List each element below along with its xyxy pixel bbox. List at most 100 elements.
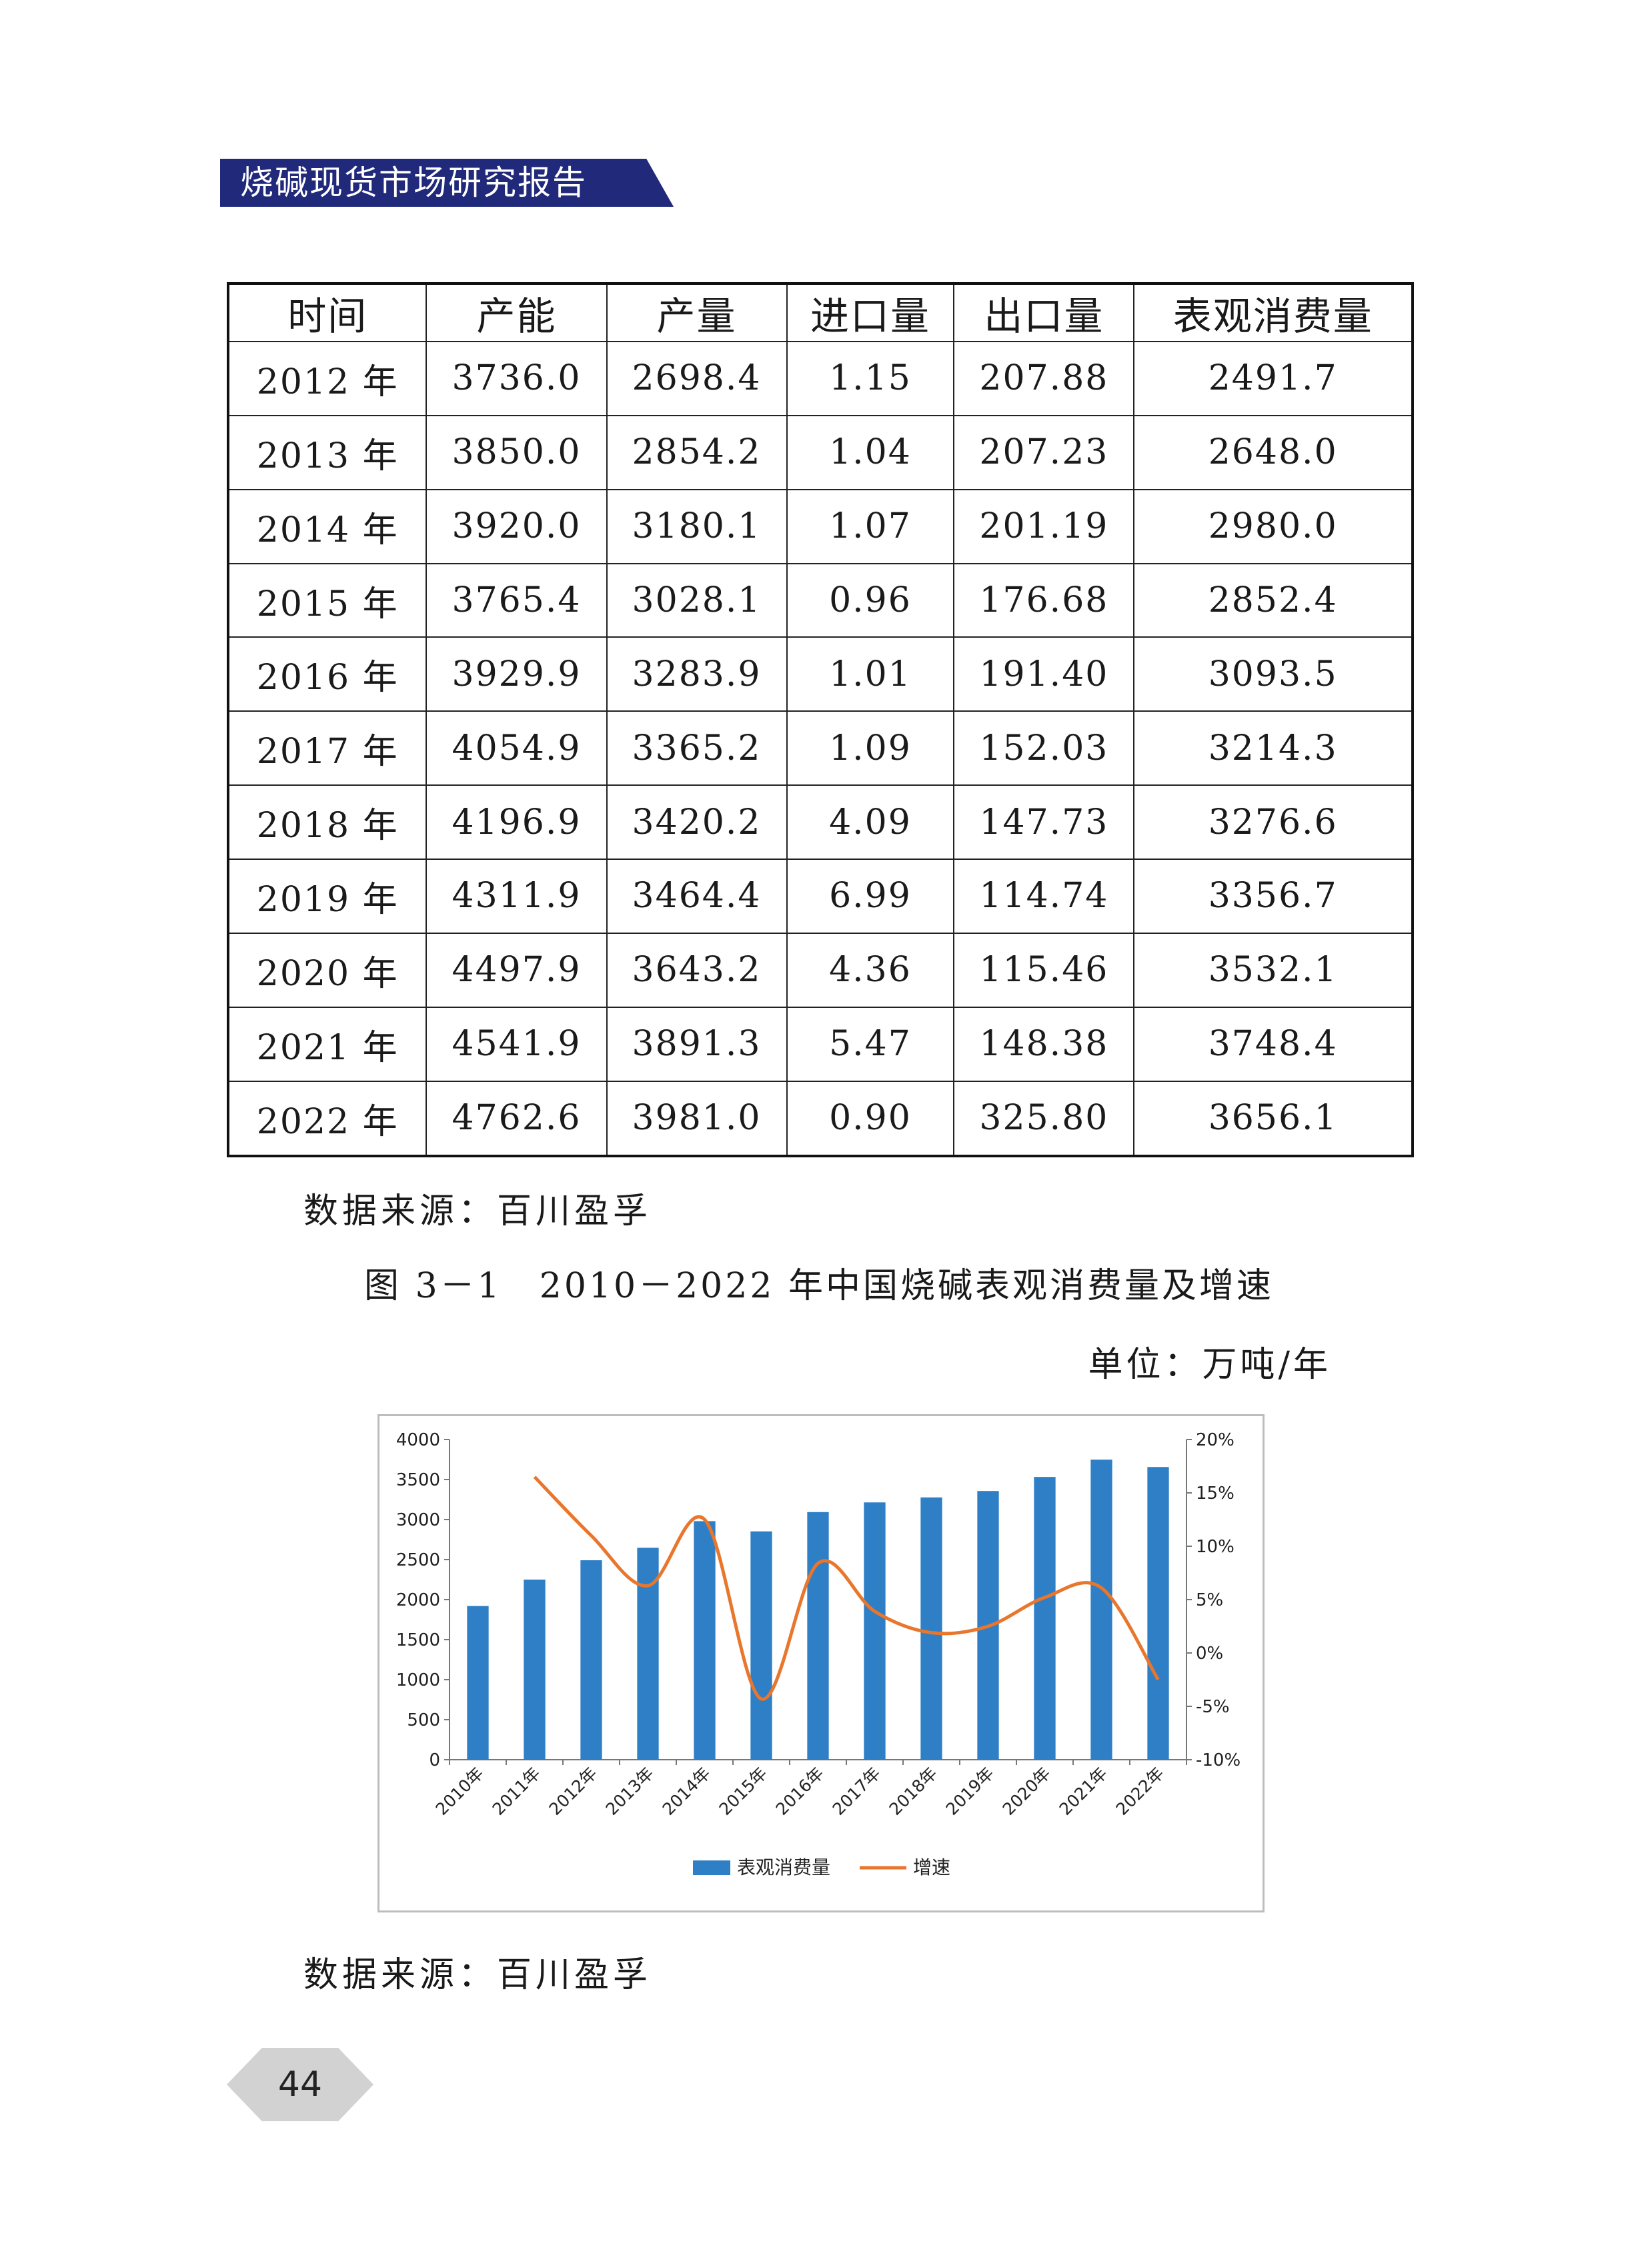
left-tick-label: 500 [407,1710,440,1730]
table-cell: 3891.3 [606,1006,788,1082]
table-cell: 1.01 [786,636,955,712]
unit-label: 单位：万吨/年 [1088,1345,1331,1385]
table-cell: 3356.7 [1133,859,1413,934]
table-cell: 2017 年 [227,710,428,786]
table-cell: 4196.9 [426,784,608,861]
table-cell: 4497.9 [426,932,608,1008]
legend-swatch-consumption [693,1860,730,1875]
table-cell: 0.90 [786,1080,955,1157]
table-cell: 2015 年 [227,562,428,638]
table-cell: 2019 年 [227,859,428,934]
table-cell: 5.47 [786,1006,955,1082]
table-cell: 4762.6 [426,1080,608,1157]
table-cell: 4054.9 [426,710,608,786]
table-cell: 3929.9 [426,636,608,712]
table-cell: 115.46 [953,932,1135,1008]
bar-consumption [580,1560,602,1760]
table-cell: 1.15 [786,341,955,416]
table-cell: 3464.4 [606,859,788,934]
left-tick-label: 0 [429,1750,440,1770]
table-cell: 191.40 [953,636,1135,712]
right-tick-label: 15% [1196,1484,1235,1504]
chart-svg: 0 500 1000 1500 2000 2500 3000 3500 4000 -10% -5% 0… [396,1430,1241,1878]
data-source-note: 数据来源：百川盈孚 [303,1191,652,1231]
table-row: 2017 年 4054.9 3365.2 1.09 152.03 3214.3 [227,710,1413,786]
x-category-label: 2012年 [546,1764,601,1819]
table-cell: 3532.1 [1133,932,1413,1008]
table-cell: 4.09 [786,784,955,861]
bar-consumption [864,1502,886,1760]
table-row: 2020 年 4497.9 3643.2 4.36 115.46 3532.1 [227,932,1413,1008]
table-cell: 2698.4 [606,341,788,416]
table-cell: 3748.4 [1133,1006,1413,1082]
x-category-label: 2017年 [829,1764,884,1819]
table-cell: 2852.4 [1133,562,1413,638]
left-tick-label: 1000 [396,1670,440,1690]
figure-title: 图 3－1 2010－2022 年中国烧碱表观消费量及增速 [364,1266,1274,1306]
left-tick-label: 4000 [396,1430,440,1450]
table-cell: 0.96 [786,562,955,638]
table-cell: 2980.0 [1133,488,1413,564]
left-tick-label: 3000 [396,1510,440,1530]
x-category-label: 2020年 [999,1764,1054,1819]
table-row: 2016 年 3929.9 3283.9 1.01 191.40 3093.5 [227,636,1413,712]
x-category-label: 2019年 [942,1764,998,1819]
table-body: 2012 年 3736.0 2698.4 1.15 207.88 2491.7 2013 年… [227,341,1413,1157]
table-cell: 2021 年 [227,1006,428,1082]
table-cell: 2013 年 [227,414,428,490]
right-tick-label: -5% [1196,1697,1230,1717]
table-cell: 1.09 [786,710,955,786]
table-cell: 3093.5 [1133,636,1413,712]
bar-consumption [1034,1477,1056,1760]
right-tick-label: 10% [1196,1537,1235,1557]
table-cell: 207.23 [953,414,1135,490]
right-tick-label: 0% [1196,1644,1223,1664]
bar-consumption [807,1512,829,1760]
table-cell: 1.07 [786,488,955,564]
table-header-cell: 产能 [426,283,608,342]
table-cell: 2022 年 [227,1080,428,1157]
legend-label-growth: 增速 [913,1856,950,1878]
x-category-label: 2011年 [489,1764,544,1819]
table-header-cell: 表观消费量 [1133,283,1413,342]
x-category-label: 2021年 [1056,1764,1111,1819]
table-cell: 4541.9 [426,1006,608,1082]
table-row: 2012 年 3736.0 2698.4 1.15 207.88 2491.7 [227,341,1413,416]
table-cell: 152.03 [953,710,1135,786]
table-row: 2021 年 4541.9 3891.3 5.47 148.38 3748.4 [227,1006,1413,1082]
x-category-label: 2013年 [602,1764,658,1819]
table-cell: 2016 年 [227,636,428,712]
table-cell: 2020 年 [227,932,428,1008]
x-category-label: 2015年 [716,1764,771,1819]
table-cell: 207.88 [953,341,1135,416]
table-row: 2022 年 4762.6 3981.0 0.90 325.80 3656.1 [227,1080,1413,1157]
table-cell: 201.19 [953,488,1135,564]
left-tick-label: 3500 [396,1470,440,1490]
table-cell: 3365.2 [606,710,788,786]
table-cell: 3420.2 [606,784,788,861]
table-cell: 2018 年 [227,784,428,861]
right-tick-label: 20% [1196,1430,1235,1450]
bar-consumption [1147,1467,1169,1760]
left-tick-label: 1500 [396,1630,440,1650]
bar-consumption [1090,1460,1112,1760]
table-cell: 3180.1 [606,488,788,564]
left-tick-label: 2500 [396,1550,440,1570]
table-header-cell: 出口量 [953,283,1135,342]
table-cell: 2648.0 [1133,414,1413,490]
x-category-label: 2016年 [772,1764,828,1819]
table-cell: 3283.9 [606,636,788,712]
table-cell: 325.80 [953,1080,1135,1157]
bar-consumption [467,1606,489,1760]
page-number: 44 [227,2048,373,2121]
table-cell: 3765.4 [426,562,608,638]
table-cell: 3214.3 [1133,710,1413,786]
table-cell: 2491.7 [1133,341,1413,416]
consumption-chart: 0 500 1000 1500 2000 2500 3000 3500 4000 -10% -5% 0… [377,1414,1265,1912]
table-cell: 2014 年 [227,488,428,564]
bar-consumption [750,1531,772,1760]
report-title: 烧碱现货市场研究报告 [240,163,587,202]
table-row: 2014 年 3920.0 3180.1 1.07 201.19 2980.0 [227,488,1413,564]
table-cell: 3736.0 [426,341,608,416]
table-cell: 4.36 [786,932,955,1008]
